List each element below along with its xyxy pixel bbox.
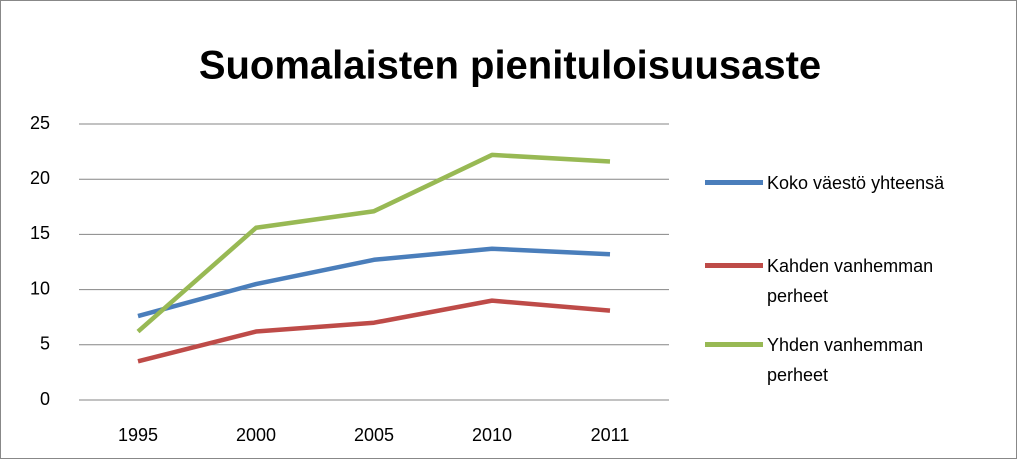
- legend-swatch: [705, 263, 763, 268]
- legend-label: Yhden vanhemman perheet: [767, 335, 924, 385]
- legend-label: Kahden vanhemman perheet: [767, 256, 934, 306]
- chart-title: Suomalaisten pienituloisuusaste: [199, 44, 821, 88]
- legend-item: Kahden vanhemman perheet: [705, 251, 1005, 311]
- y-tick-label: 10: [30, 278, 50, 298]
- y-tick-label: 5: [40, 334, 50, 354]
- y-tick-label: 0: [40, 389, 50, 409]
- x-tick-label: 1995: [118, 425, 158, 445]
- y-tick-label: 15: [30, 223, 50, 243]
- legend-item: Koko väestö yhteensä: [705, 168, 1005, 198]
- legend-item: Yhden vanhemman perheet: [705, 330, 1005, 390]
- series-line: [136, 152, 611, 334]
- legend-swatch: [705, 342, 763, 347]
- legend-label: Koko väestö yhteensä: [767, 173, 945, 193]
- x-tick-label: 2011: [591, 425, 630, 445]
- x-tick-label: 2000: [236, 425, 276, 445]
- series-line: [137, 298, 611, 364]
- y-tick-label: 25: [30, 113, 50, 133]
- x-tick-label: 2005: [354, 425, 394, 445]
- y-tick-label: 20: [30, 168, 50, 188]
- series-line: [137, 246, 611, 319]
- x-tick-label: 2010: [472, 425, 512, 445]
- legend-swatch: [705, 180, 763, 185]
